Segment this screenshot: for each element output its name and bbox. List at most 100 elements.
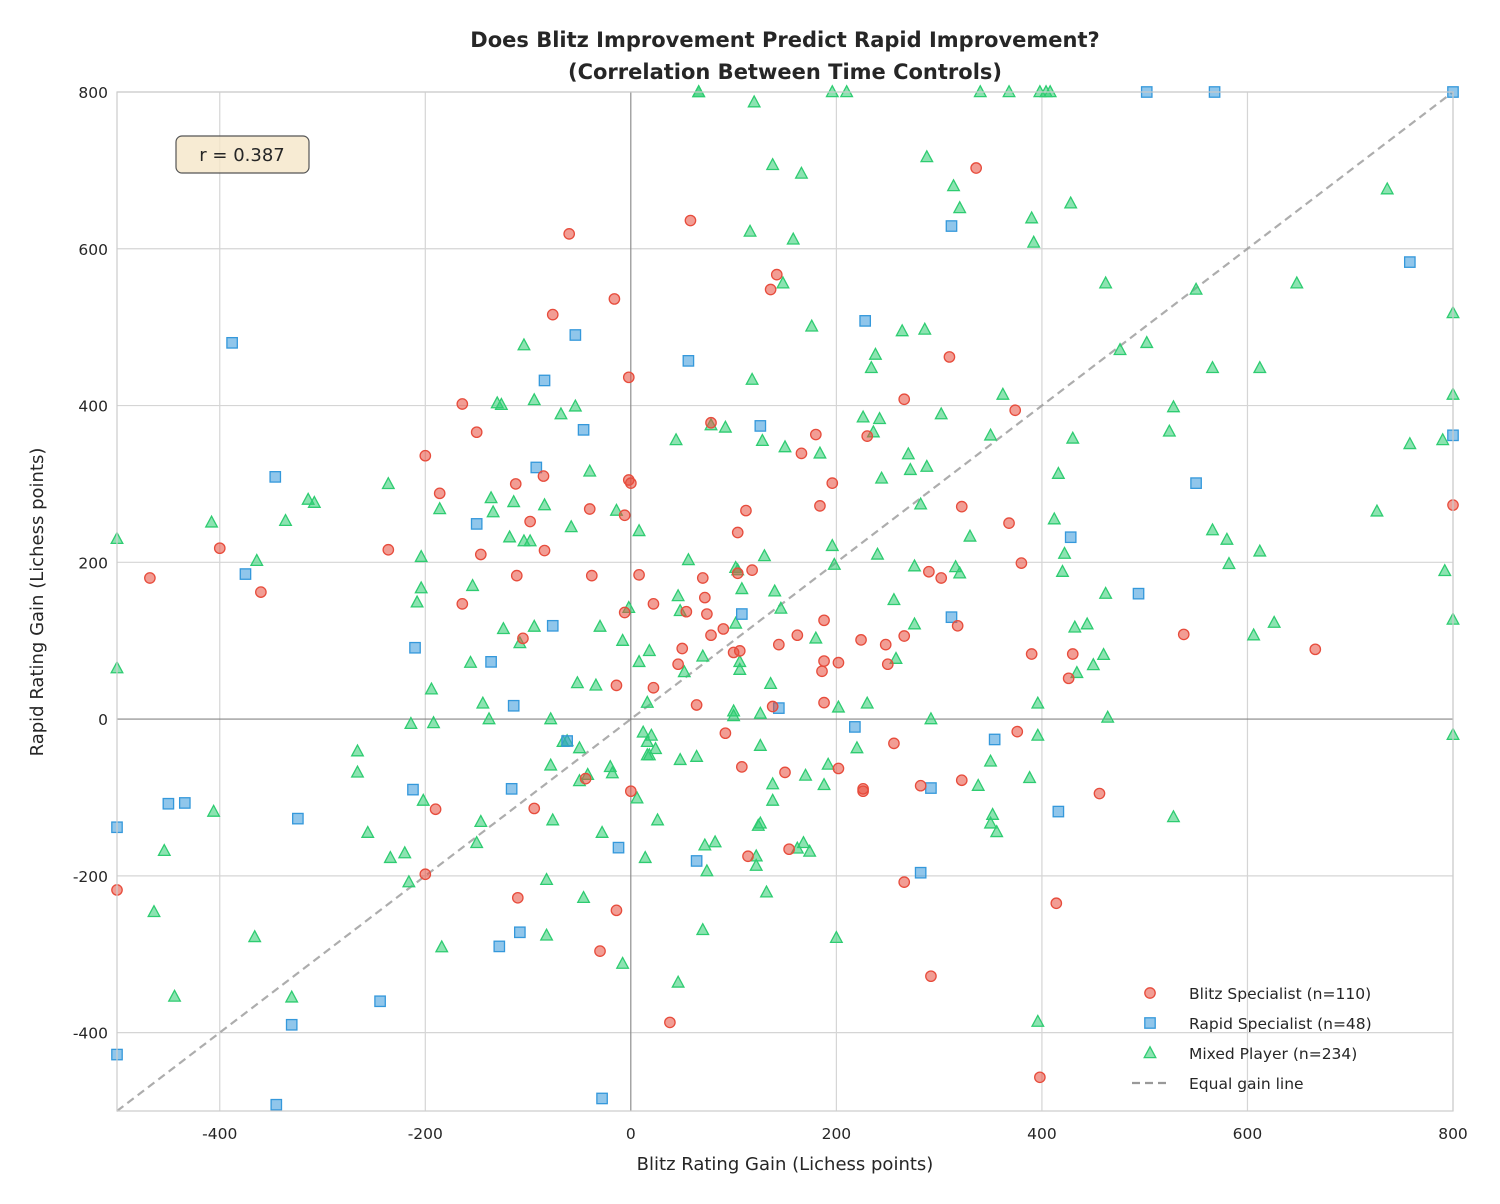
circle-data-point	[524, 515, 536, 528]
triangle-data-point	[889, 651, 903, 664]
triangle-data-point	[414, 580, 429, 594]
circle-data-point	[419, 868, 432, 881]
plot-frame	[116, 91, 1454, 1112]
square-data-point	[690, 855, 703, 867]
circle-data-point	[255, 586, 267, 598]
triangle-data-point	[424, 681, 439, 695]
circle-data-point	[898, 630, 911, 642]
triangle-data-point	[537, 497, 552, 511]
triangle-data-point	[983, 753, 998, 767]
triangle-data-point	[539, 927, 554, 941]
circle-data-point	[816, 665, 828, 678]
triangle-data-point	[642, 643, 657, 657]
triangle-data-point	[1220, 532, 1234, 545]
x-tick-label: -200	[408, 1125, 443, 1143]
square-data-point	[1132, 587, 1145, 600]
circle-data-point	[879, 638, 892, 651]
triangle-data-point	[745, 372, 760, 385]
triangle-data-point	[554, 406, 568, 420]
triangle-data-point	[1057, 546, 1072, 559]
triangle-data-point	[757, 548, 772, 562]
x-tick-label: -400	[202, 1125, 237, 1143]
triangle-data-point	[543, 757, 558, 771]
circle-data-point	[766, 700, 779, 713]
square-data-point	[988, 733, 1001, 746]
equal-gain-line	[116, 91, 1454, 1112]
triangle-data-point	[749, 858, 764, 871]
triangle-data-point	[907, 558, 922, 572]
triangle-data-point	[278, 513, 293, 527]
triangle-data-point	[753, 738, 768, 751]
triangle-data-point	[728, 615, 743, 629]
circle-data-point	[583, 503, 596, 515]
triangle-data-point	[589, 677, 603, 691]
circle-data-point	[705, 629, 717, 642]
triangle-data-point	[615, 633, 630, 646]
triangle-data-point	[817, 777, 831, 791]
triangle-data-point	[919, 149, 934, 163]
triangle-data-point	[825, 538, 840, 552]
triangle-data-point	[506, 494, 521, 508]
circle-data-point	[680, 605, 693, 618]
circle-data-point	[624, 477, 637, 489]
triangle-data-point	[765, 793, 780, 806]
triangle-data-point	[1267, 615, 1282, 628]
annotation-text: r = 0.387	[199, 145, 284, 166]
square-data-point	[1052, 805, 1065, 818]
triangle-data-point	[985, 807, 1000, 820]
square-data-point	[226, 336, 238, 349]
square-data-point	[493, 940, 506, 953]
circle-data-point	[563, 228, 576, 240]
circle-data-point	[701, 608, 713, 620]
square-data-point	[485, 656, 497, 668]
square-data-point	[1064, 531, 1077, 544]
triangle-data-point	[765, 776, 780, 790]
triangle-data-point	[527, 392, 542, 406]
legend-label: Blitz Specialist (n=110)	[1189, 985, 1371, 1003]
triangle-data-point	[157, 843, 172, 857]
zero-axis-lines	[117, 92, 1453, 1111]
circle-data-point	[456, 598, 469, 610]
square-data-point	[514, 926, 526, 939]
triangle-data-point	[1437, 563, 1452, 577]
square-data-point	[577, 423, 590, 436]
circle-data-point	[610, 904, 623, 917]
circle-data-point	[970, 162, 983, 174]
triangle-data-point	[952, 565, 967, 579]
triangle-data-point	[1086, 657, 1101, 671]
circle-data-point	[888, 737, 900, 750]
triangle-data-point	[983, 815, 998, 829]
triangle-data-point	[689, 749, 704, 762]
triangle-data-point	[753, 706, 768, 719]
triangle-data-point	[747, 94, 762, 108]
triangle-data-point	[839, 84, 854, 98]
x-tick-label: 800	[1438, 1125, 1468, 1143]
triangle-data-point	[808, 630, 823, 644]
equal-gain-line-path	[116, 91, 1454, 1112]
triangle-data-point	[1063, 195, 1078, 209]
triangle-data-point	[673, 752, 688, 766]
triangle-data-point	[473, 814, 488, 828]
circle-data-point	[935, 572, 948, 584]
triangle-data-point	[249, 553, 264, 566]
tick-labels: -400 -200 0 200 400 600 800 -400 -200 0 200 400 600 8…	[73, 84, 1468, 1143]
triangle-data-point	[494, 397, 509, 411]
square-data-point	[925, 782, 937, 794]
triangle-data-point	[469, 835, 484, 849]
triangle-data-point	[1113, 342, 1127, 356]
triangle-data-point	[671, 974, 686, 988]
circle-data-point	[1003, 517, 1015, 529]
circle-data-point	[433, 487, 446, 500]
triangle-data-point	[700, 863, 714, 877]
triangle-data-point	[247, 929, 262, 943]
triangle-data-point	[1289, 275, 1304, 289]
circle-data-point	[1177, 628, 1190, 641]
square-data-point	[945, 220, 958, 232]
square-data-point	[1190, 477, 1202, 489]
triangle-data-point	[924, 711, 938, 725]
chart-title-line-2: (Correlation Between Time Controls)	[568, 60, 1002, 84]
circle-data-point	[1034, 1071, 1046, 1084]
triangle-data-point	[650, 812, 665, 826]
triangle-data-point	[1205, 522, 1220, 536]
